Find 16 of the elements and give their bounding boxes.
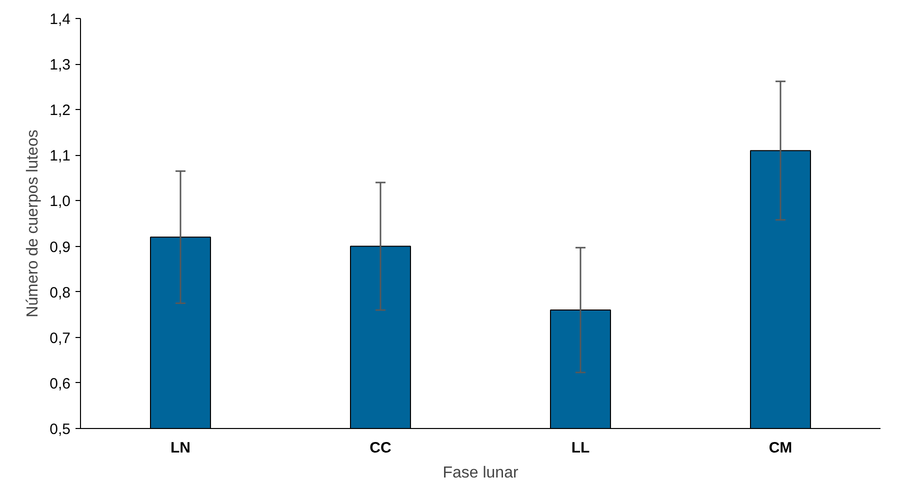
x-tick-label: LL	[571, 440, 590, 456]
x-tick-label: LN	[170, 440, 190, 456]
y-tick-label: 1,0	[50, 193, 71, 210]
x-tick-label: CC	[370, 440, 392, 456]
y-tick-label: 0,8	[50, 284, 71, 302]
y-tick-label: 1,4	[50, 11, 71, 28]
y-tick-label: 0,6	[50, 375, 71, 392]
y-tick-label: 1,2	[50, 102, 71, 120]
y-tick-label: 1,1	[50, 148, 71, 165]
y-tick-label: 1,3	[50, 56, 71, 74]
x-tick-label: CM	[768, 440, 792, 456]
y-tick-label: 0,9	[50, 238, 71, 256]
y-tick-label: 0,5	[50, 421, 71, 438]
y-tick-label: 0,7	[50, 330, 71, 347]
x-axis-title: Fase lunar	[442, 464, 519, 482]
y-axis-title: Número de cuerpos luteos	[24, 130, 42, 318]
